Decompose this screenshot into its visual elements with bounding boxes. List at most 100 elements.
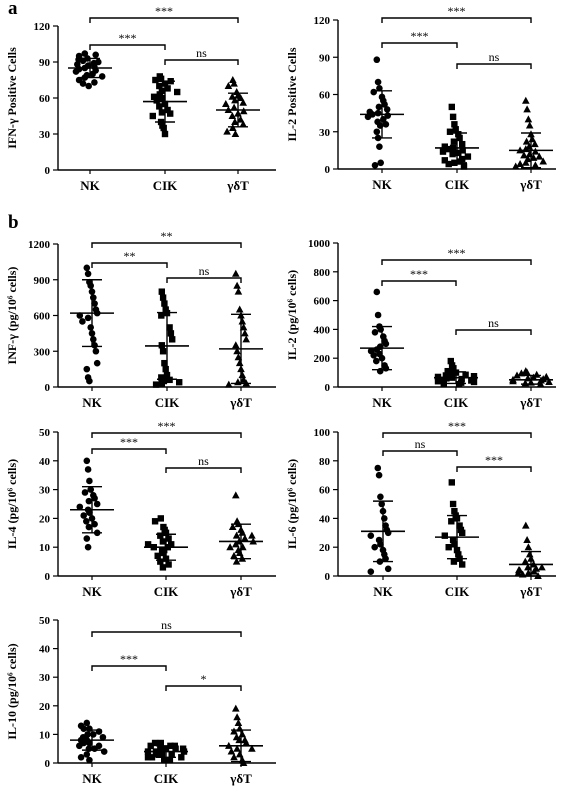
data-point-nk: [375, 103, 383, 111]
data-point-gdt: [231, 130, 240, 137]
y-tick-label: 30: [319, 127, 331, 139]
significance-bracket: [456, 63, 532, 69]
data-point-gdt: [520, 151, 528, 159]
data-point-nk: [367, 568, 375, 575]
data-point-nk: [364, 113, 372, 121]
y-axis-label: IL-6 (pg/10⁶ cells): [285, 459, 299, 549]
data-point-gdt: [535, 152, 544, 160]
significance-label: ***: [120, 652, 138, 666]
y-tick-label: 120: [34, 21, 51, 33]
data-point-cik: [179, 745, 187, 752]
data-point-cik: [153, 97, 160, 104]
data-point-gdt: [522, 137, 531, 145]
data-point-gdt: [515, 566, 524, 574]
significance-label: ns: [196, 46, 207, 60]
x-tick-label: NK: [82, 584, 102, 599]
data-point-gdt: [228, 523, 237, 531]
data-point-cik: [451, 121, 458, 128]
data-point-cik: [161, 546, 168, 554]
data-point-nk: [83, 751, 91, 758]
data-point-cik: [159, 348, 167, 355]
data-point-cik: [441, 157, 448, 164]
data-point-nk: [87, 324, 94, 331]
significance-bracket: [382, 432, 532, 438]
data-point-cik: [441, 532, 448, 539]
data-point-cik: [447, 357, 454, 365]
data-point-cik: [151, 518, 159, 525]
data-point-cik: [159, 94, 166, 102]
data-point-gdt: [522, 521, 530, 529]
y-tick-label: 0: [325, 164, 331, 176]
data-point-cik: [154, 552, 161, 560]
data-point-cik: [455, 380, 463, 388]
data-point-cik: [161, 300, 168, 307]
data-point-cik: [168, 751, 175, 758]
significance-bracket: [164, 59, 239, 65]
data-point-gdt: [242, 335, 250, 343]
data-point-cik: [178, 754, 185, 761]
data-point-cik: [147, 742, 154, 750]
data-point-gdt: [524, 563, 532, 571]
data-point-cik: [159, 294, 167, 301]
significance-bracket: [89, 17, 239, 23]
data-point-gdt: [509, 377, 517, 385]
data-point-cik: [460, 163, 468, 170]
data-point-cik: [152, 76, 159, 84]
data-point-nk: [84, 466, 92, 473]
data-point-cik: [166, 756, 174, 764]
significance-label: ns: [488, 316, 499, 330]
data-point-nk: [90, 294, 97, 301]
data-point-nk: [374, 464, 382, 472]
y-tick-label: 400: [314, 324, 331, 336]
data-point-nk: [377, 493, 384, 501]
y-tick-label: 40: [39, 456, 51, 468]
data-point-nk: [382, 121, 390, 128]
significance-bracket: [165, 467, 242, 473]
y-tick-label: 100: [314, 427, 331, 439]
data-point-gdt: [539, 157, 547, 165]
data-point-cik: [455, 131, 462, 138]
data-point-gdt: [523, 105, 531, 113]
data-point-cik: [165, 561, 172, 568]
data-point-cik: [458, 375, 465, 383]
data-point-cik: [174, 88, 181, 96]
data-point-nk: [76, 503, 84, 511]
significance-label: **: [161, 229, 173, 243]
data-point-gdt: [531, 161, 540, 169]
data-point-nk: [91, 494, 98, 502]
data-point-gdt: [229, 76, 237, 83]
data-point-nk: [72, 68, 80, 75]
y-tick-label: 300: [34, 346, 51, 358]
data-point-cik: [455, 551, 462, 558]
data-point-cik: [156, 82, 163, 90]
panel-label-a: a: [8, 0, 18, 19]
data-point-cik: [459, 140, 466, 148]
data-point-cik: [162, 306, 169, 313]
data-point-gdt: [242, 738, 250, 746]
data-point-gdt: [239, 759, 248, 766]
data-point-cik: [151, 739, 159, 747]
data-point-gdt: [241, 329, 249, 337]
data-point-cik: [166, 324, 173, 331]
data-point-cik: [148, 754, 156, 761]
data-point-nk: [371, 161, 379, 169]
data-point-cik: [160, 124, 167, 132]
data-point-nk: [80, 725, 87, 732]
data-point-gdt: [235, 359, 244, 367]
y-tick-label: 600: [34, 311, 51, 323]
data-point-gdt: [228, 112, 237, 119]
significance-label: ns: [415, 437, 426, 451]
data-point-gdt: [248, 744, 256, 752]
data-point-cik: [156, 91, 163, 98]
data-point-cik: [450, 365, 457, 372]
x-tick-label: NK: [80, 178, 100, 193]
data-point-nk: [376, 84, 383, 92]
data-point-nk: [83, 535, 91, 542]
data-point-nk: [83, 457, 91, 465]
data-point-gdt: [522, 158, 530, 166]
data-point-nk: [384, 565, 392, 573]
y-tick-label: 50: [39, 427, 51, 439]
data-point-cik: [156, 103, 163, 110]
data-point-cik: [464, 153, 472, 160]
x-tick-label: NK: [82, 771, 102, 786]
